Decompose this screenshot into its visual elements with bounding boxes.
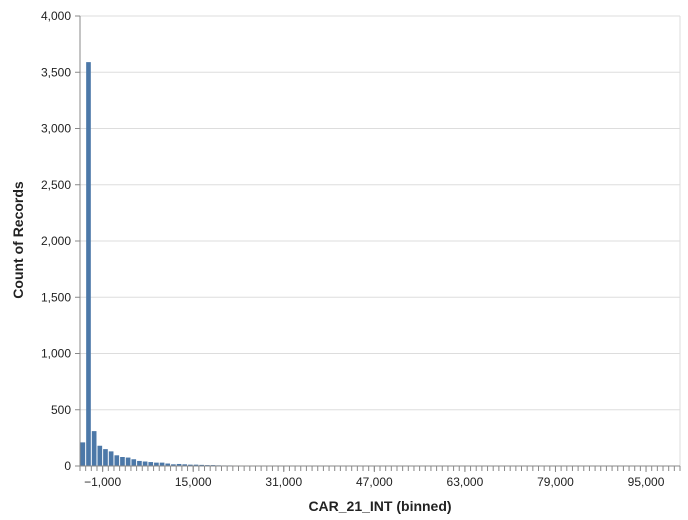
y-axis-title: Count of Records: [10, 181, 26, 299]
histogram-bar: [193, 464, 199, 466]
histogram-bar: [114, 455, 120, 466]
x-tick-label: 79,000: [537, 475, 574, 489]
y-tick-label: 3,000: [41, 122, 71, 136]
histogram-bar: [154, 462, 159, 466]
x-tick-label: −1,000: [84, 475, 121, 489]
y-tick-label: 4,000: [41, 9, 71, 23]
histogram-bar: [91, 431, 97, 466]
x-axis-title: CAR_21_INT (binned): [308, 498, 451, 514]
x-tick-label: 47,000: [356, 475, 393, 489]
x-tick-label: 15,000: [175, 475, 212, 489]
histogram-bar: [103, 449, 108, 466]
histogram-bar: [165, 463, 171, 466]
histogram-bar: [159, 462, 165, 466]
x-tick-label: 63,000: [447, 475, 484, 489]
histogram-bar: [188, 464, 193, 466]
y-tick-label: 500: [51, 403, 71, 417]
grid-layer: [80, 15, 681, 467]
histogram-bar: [86, 62, 91, 466]
y-tick-label: 3,500: [41, 65, 71, 79]
histogram-bar: [142, 461, 148, 466]
histogram-bar: [131, 459, 137, 466]
histogram-bar: [125, 457, 131, 466]
histogram-bar: [199, 464, 205, 466]
histogram-bar: [120, 457, 125, 466]
histogram-bar: [171, 464, 176, 466]
histogram-bar: [108, 451, 114, 466]
histogram-bar: [137, 460, 142, 466]
histogram-bar: [182, 464, 188, 466]
bars-layer: [80, 62, 357, 466]
histogram-bar: [176, 463, 182, 466]
axes-layer: 0 500 1,000 1,500 2,000 2,500 3,000 3,500 4,000 −…: [41, 9, 681, 489]
y-tick-label: 0: [64, 459, 71, 473]
histogram-bar: [80, 442, 86, 466]
x-tick-label: 95,000: [628, 475, 665, 489]
y-tick-label: 1,000: [41, 347, 71, 361]
y-tick-label: 1,500: [41, 290, 71, 304]
histogram-bar: [97, 445, 103, 466]
histogram-bar: [148, 462, 154, 466]
y-tick-label: 2,000: [41, 234, 71, 248]
x-tick-label: 31,000: [265, 475, 302, 489]
y-tick-label: 2,500: [41, 178, 71, 192]
